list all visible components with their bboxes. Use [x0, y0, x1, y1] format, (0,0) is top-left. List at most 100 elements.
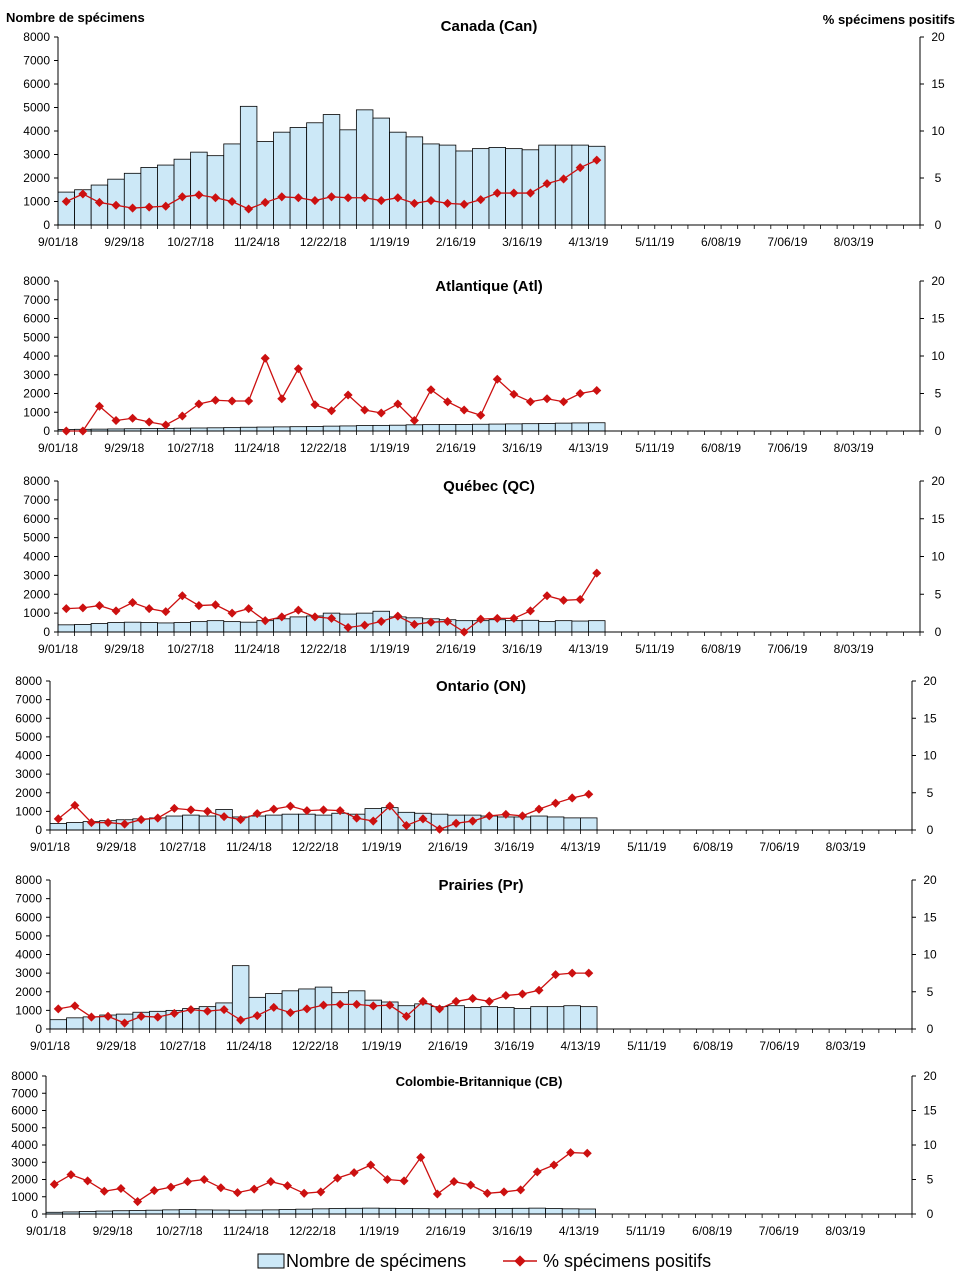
- y-left-tick-label: 1000: [23, 606, 50, 620]
- bar: [49, 1019, 67, 1030]
- chart-panel: Ontario (ON) 0 1000 2000 3000 4000 5000 6000 700…: [15, 674, 937, 854]
- bar: [289, 127, 308, 226]
- y-left-tick-label: 0: [35, 1022, 42, 1036]
- bar: [546, 1006, 565, 1030]
- x-tick-label: 11/24/18: [234, 235, 280, 249]
- bar: [372, 117, 390, 226]
- positive-rate-point: [302, 1004, 312, 1014]
- positive-rate-point: [443, 616, 453, 626]
- positive-rate-point: [501, 990, 511, 1000]
- positive-rate-point: [435, 824, 445, 834]
- positive-rate-point: [78, 426, 88, 436]
- x-tick-label: 12/22/18: [300, 441, 347, 455]
- positive-rate-point: [53, 1004, 63, 1014]
- x-tick-label: 4/13/19: [560, 840, 600, 854]
- bar: [488, 147, 506, 226]
- legend-bar-label: Nombre de spécimens: [286, 1251, 466, 1271]
- bar: [445, 1208, 463, 1215]
- bar: [289, 616, 308, 633]
- x-tick-label: 3/16/19: [494, 840, 534, 854]
- bar: [530, 1006, 548, 1030]
- y-left-tick-label: 3000: [23, 148, 50, 162]
- x-tick-label: 2/16/19: [436, 235, 476, 249]
- bar: [128, 1210, 147, 1215]
- positive-rate-point: [128, 413, 138, 423]
- bar: [66, 822, 84, 831]
- bar: [306, 426, 324, 432]
- bar: [157, 164, 175, 226]
- positive-rate-point: [476, 195, 486, 205]
- x-tick-label: 1/19/19: [362, 1039, 402, 1053]
- x-tick-label: 12/22/18: [300, 235, 347, 249]
- positive-rate-point: [227, 396, 237, 406]
- bar: [198, 815, 217, 831]
- bar: [389, 131, 407, 226]
- bar: [461, 1208, 480, 1215]
- positive-rate-point: [435, 1004, 445, 1014]
- positive-rate-point: [532, 1167, 542, 1177]
- y-left-tick-label: 7000: [11, 1086, 38, 1100]
- x-tick-label: 3/16/19: [502, 235, 542, 249]
- y-right-tick-label: 5: [935, 387, 942, 401]
- bar: [322, 114, 341, 226]
- bar: [422, 424, 440, 432]
- y-left-tick-label: 3000: [23, 568, 50, 582]
- positive-rate-point: [94, 401, 104, 411]
- bar: [312, 1208, 330, 1215]
- positive-rate-point: [194, 399, 204, 409]
- x-tick-label: 4/13/19: [560, 1039, 600, 1053]
- x-tick-label: 10/27/18: [167, 235, 214, 249]
- x-tick-label: 1/19/19: [359, 1224, 399, 1238]
- x-tick-label: 2/16/19: [428, 840, 468, 854]
- y-left-tick-label: 4000: [15, 948, 42, 962]
- positive-rate-point: [277, 394, 287, 404]
- positive-rate-point: [326, 192, 337, 202]
- positive-rate-point: [161, 201, 171, 211]
- positive-rate-point: [70, 800, 80, 810]
- x-tick-label: 2/16/19: [436, 642, 476, 656]
- positive-rate-point: [582, 1148, 592, 1158]
- legend-line-marker: [514, 1255, 526, 1267]
- y-left-tick-label: 5000: [23, 531, 50, 545]
- bar: [331, 992, 349, 1030]
- bar: [513, 1008, 532, 1030]
- positive-rate-point: [252, 809, 262, 819]
- y-right-tick-label: 10: [923, 749, 937, 763]
- y-left-tick-label: 7000: [15, 693, 42, 707]
- positive-rate-point: [94, 601, 104, 611]
- x-tick-label: 10/27/18: [167, 642, 214, 656]
- bar: [530, 815, 548, 831]
- y-left-tick-label: 1000: [15, 804, 42, 818]
- x-tick-label: 1/19/19: [370, 642, 410, 656]
- positive-rate-point: [516, 1185, 526, 1195]
- y-right-tick-label: 5: [927, 1173, 934, 1187]
- bar: [511, 1207, 530, 1215]
- bar: [273, 426, 291, 432]
- x-tick-label: 6/08/19: [701, 235, 741, 249]
- y-left-tick-label: 4000: [23, 349, 50, 363]
- bar: [505, 148, 523, 226]
- chart-title: Atlantique (Atl): [435, 278, 542, 295]
- bar: [488, 423, 506, 432]
- x-tick-label: 6/08/19: [701, 642, 741, 656]
- y-right-tick-label: 15: [923, 910, 937, 924]
- x-tick-label: 10/27/18: [156, 1224, 203, 1238]
- y-left-tick-label: 2000: [23, 387, 50, 401]
- y-left-tick-label: 8000: [23, 274, 50, 288]
- x-tick-label: 6/08/19: [701, 441, 741, 455]
- positive-rate-point: [244, 604, 254, 614]
- y-right-tick-label: 10: [931, 124, 945, 138]
- bar: [190, 621, 208, 633]
- positive-rate-point: [534, 985, 544, 995]
- positive-rate-point: [459, 405, 469, 415]
- positive-rate-point: [566, 1148, 576, 1158]
- positive-rate-point: [335, 806, 345, 816]
- y-left-tick-label: 4000: [11, 1138, 38, 1152]
- bar: [428, 1208, 447, 1215]
- x-tick-label: 5/11/19: [627, 840, 666, 854]
- x-tick-label: 5/11/19: [635, 642, 674, 656]
- positive-rate-point: [282, 1181, 293, 1191]
- y-left-tick-label: 2000: [23, 587, 50, 601]
- y-right-tick-label: 10: [923, 948, 937, 962]
